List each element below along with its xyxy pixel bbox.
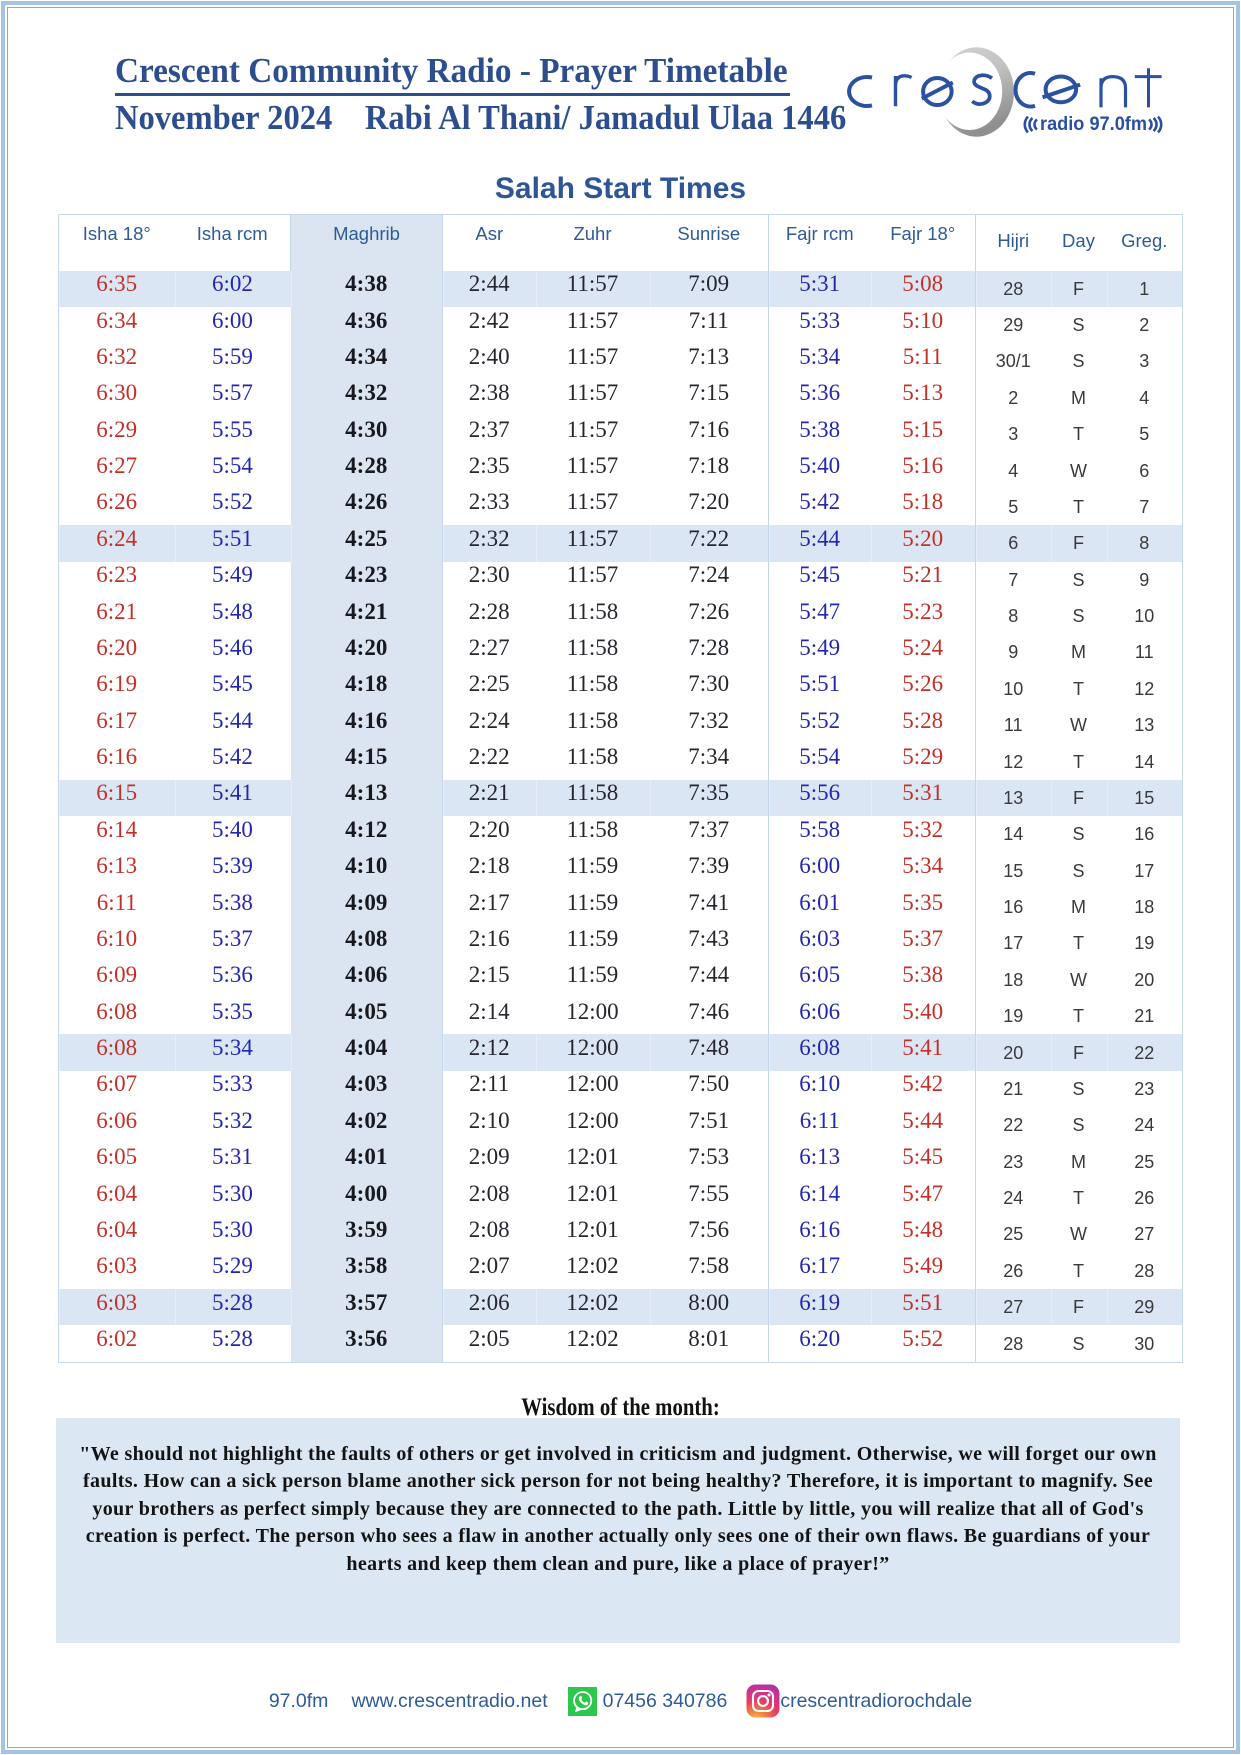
svg-text:radio 97.0fm: radio 97.0fm (1040, 114, 1147, 135)
